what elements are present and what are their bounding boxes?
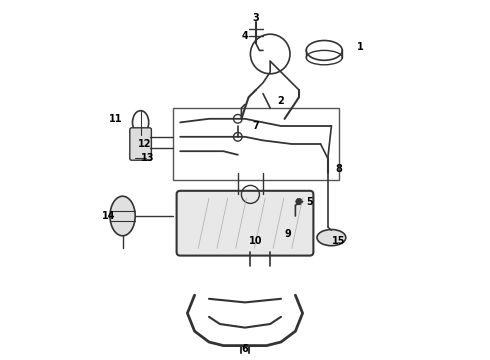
Text: 9: 9: [285, 229, 292, 239]
Text: 11: 11: [109, 114, 122, 124]
Text: 4: 4: [242, 31, 248, 41]
Text: 3: 3: [252, 13, 259, 23]
Ellipse shape: [317, 230, 346, 246]
Text: 12: 12: [138, 139, 151, 149]
Text: 14: 14: [101, 211, 115, 221]
Circle shape: [296, 198, 302, 205]
Text: 13: 13: [141, 153, 154, 163]
Text: 5: 5: [306, 197, 313, 207]
Text: 6: 6: [242, 344, 248, 354]
FancyBboxPatch shape: [176, 191, 314, 256]
Ellipse shape: [110, 196, 135, 236]
Text: 10: 10: [249, 236, 263, 246]
Bar: [173, 108, 339, 180]
Text: 15: 15: [332, 236, 345, 246]
Text: 1: 1: [357, 42, 364, 52]
Text: 2: 2: [278, 96, 284, 106]
FancyBboxPatch shape: [130, 128, 151, 160]
Text: 7: 7: [252, 121, 259, 131]
Text: 8: 8: [335, 164, 342, 174]
